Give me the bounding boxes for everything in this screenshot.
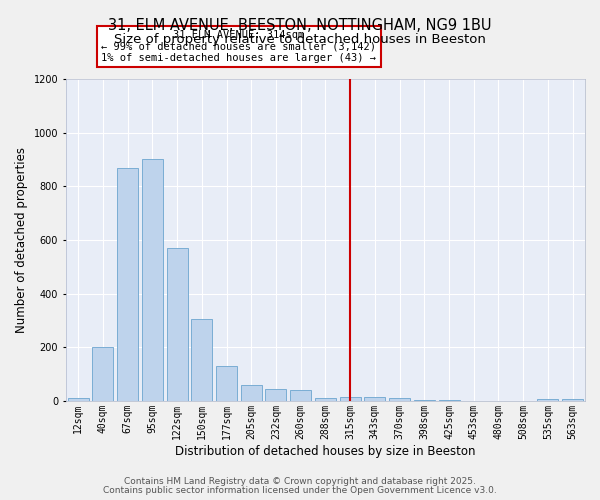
Bar bbox=[191, 319, 212, 401]
Bar bbox=[142, 160, 163, 401]
Bar bbox=[241, 385, 262, 401]
Bar bbox=[265, 389, 286, 401]
Bar bbox=[340, 397, 361, 401]
Bar bbox=[117, 168, 138, 401]
Text: Size of property relative to detached houses in Beeston: Size of property relative to detached ho… bbox=[114, 32, 486, 46]
Bar bbox=[364, 398, 385, 401]
Bar bbox=[68, 398, 89, 401]
Bar bbox=[92, 348, 113, 401]
Y-axis label: Number of detached properties: Number of detached properties bbox=[15, 147, 28, 333]
Text: Contains HM Land Registry data © Crown copyright and database right 2025.: Contains HM Land Registry data © Crown c… bbox=[124, 477, 476, 486]
X-axis label: Distribution of detached houses by size in Beeston: Distribution of detached houses by size … bbox=[175, 444, 476, 458]
Bar bbox=[538, 399, 559, 401]
Bar bbox=[414, 400, 435, 401]
Text: 31 ELM AVENUE: 314sqm
← 99% of detached houses are smaller (3,142)
1% of semi-de: 31 ELM AVENUE: 314sqm ← 99% of detached … bbox=[101, 30, 376, 63]
Bar bbox=[389, 398, 410, 401]
Bar bbox=[439, 400, 460, 401]
Text: Contains public sector information licensed under the Open Government Licence v3: Contains public sector information licen… bbox=[103, 486, 497, 495]
Bar bbox=[315, 398, 336, 401]
Bar bbox=[167, 248, 188, 401]
Bar bbox=[290, 390, 311, 401]
Text: 31, ELM AVENUE, BEESTON, NOTTINGHAM, NG9 1BU: 31, ELM AVENUE, BEESTON, NOTTINGHAM, NG9… bbox=[108, 18, 492, 32]
Bar bbox=[216, 366, 237, 401]
Bar bbox=[562, 399, 583, 401]
